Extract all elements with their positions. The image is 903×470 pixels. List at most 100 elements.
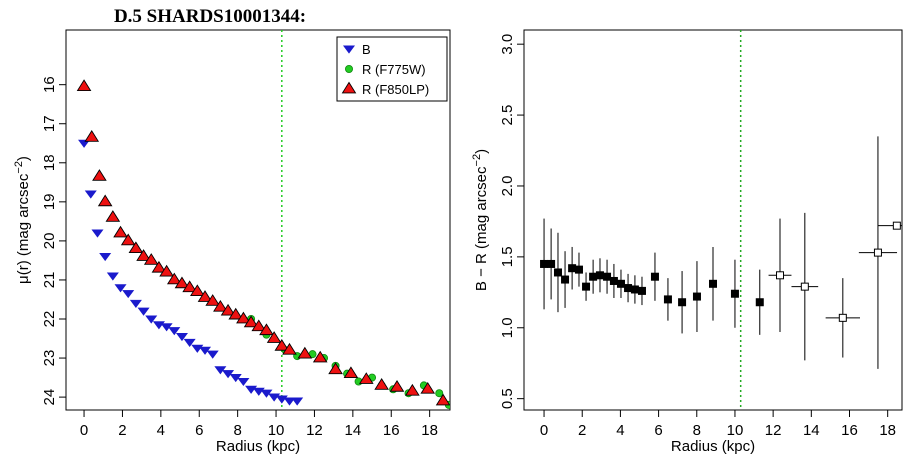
point bbox=[730, 289, 739, 298]
point bbox=[420, 381, 436, 394]
legend-label: R (F775W) bbox=[362, 62, 426, 77]
x-tick-label: 16 bbox=[383, 422, 400, 439]
point bbox=[297, 346, 313, 359]
x-tick-label: 6 bbox=[195, 422, 203, 439]
point bbox=[574, 265, 583, 274]
point bbox=[328, 362, 343, 375]
point bbox=[120, 233, 136, 246]
y-axis-label-sup: −2 bbox=[471, 154, 483, 167]
point bbox=[190, 284, 205, 297]
y-axis-label: μ(r) (mag arcsec−2) bbox=[13, 156, 32, 284]
y-axis-label-end: ) bbox=[473, 149, 490, 154]
x-axis-label: Radius (kpc) bbox=[216, 438, 300, 455]
point bbox=[603, 272, 612, 281]
y-tick-label: 23 bbox=[41, 350, 58, 367]
plot-frame bbox=[65, 29, 451, 411]
point bbox=[183, 338, 196, 348]
point bbox=[266, 331, 282, 343]
y-tick-label: 1.5 bbox=[499, 246, 516, 267]
point bbox=[291, 397, 304, 406]
point bbox=[145, 315, 158, 324]
point bbox=[800, 282, 809, 291]
y-tick-label: 16 bbox=[41, 76, 58, 93]
x-tick-label: 2 bbox=[118, 422, 126, 439]
point bbox=[282, 342, 297, 355]
point bbox=[175, 333, 188, 342]
legend-label: R (F850LP) bbox=[362, 82, 429, 97]
point bbox=[582, 282, 591, 291]
y-axis-label-end: ) bbox=[15, 156, 32, 161]
point bbox=[274, 338, 290, 351]
point bbox=[197, 290, 213, 302]
point bbox=[78, 139, 91, 148]
point bbox=[84, 130, 100, 142]
point bbox=[892, 221, 901, 230]
point bbox=[616, 279, 625, 288]
point bbox=[213, 299, 228, 312]
point bbox=[105, 210, 121, 222]
y-tick-label: 22 bbox=[41, 311, 58, 328]
x-tick-label: 10 bbox=[727, 422, 744, 439]
y-tick-label: 0.5 bbox=[499, 388, 516, 409]
plot-area bbox=[540, 30, 902, 410]
point bbox=[435, 393, 450, 406]
point bbox=[168, 327, 181, 336]
point bbox=[561, 275, 570, 284]
point bbox=[755, 298, 764, 307]
point bbox=[678, 298, 687, 307]
point bbox=[143, 253, 159, 265]
point bbox=[568, 264, 577, 273]
point bbox=[259, 323, 274, 336]
x-tick-label: 8 bbox=[693, 422, 701, 439]
chart-title: D.5 SHARDS10001344: bbox=[114, 6, 306, 27]
point bbox=[122, 290, 135, 299]
point bbox=[243, 315, 259, 328]
legend-marker bbox=[342, 45, 356, 54]
x-tick-label: 6 bbox=[654, 422, 662, 439]
y-axis-label-text: B − R (mag arcsec bbox=[473, 166, 490, 291]
point bbox=[84, 190, 97, 199]
point bbox=[136, 249, 151, 261]
plot-area bbox=[76, 30, 450, 410]
legend-marker bbox=[344, 65, 353, 74]
x-tick-label: 8 bbox=[233, 422, 241, 439]
legend-box bbox=[336, 36, 448, 102]
x-tick-label: 18 bbox=[421, 422, 438, 439]
x-tick-label: 14 bbox=[345, 422, 362, 439]
y-tick-label: 2.5 bbox=[499, 105, 516, 126]
point bbox=[174, 276, 190, 289]
point bbox=[405, 383, 420, 396]
point bbox=[595, 271, 604, 280]
point bbox=[312, 350, 328, 363]
y-tick-label: 3.0 bbox=[499, 34, 516, 55]
point bbox=[389, 379, 405, 392]
x-tick-label: 10 bbox=[268, 422, 285, 439]
point bbox=[159, 264, 174, 277]
point bbox=[206, 350, 219, 359]
point bbox=[182, 280, 197, 293]
point bbox=[838, 313, 847, 322]
point bbox=[99, 252, 112, 262]
point bbox=[358, 372, 374, 384]
point bbox=[76, 79, 92, 91]
point bbox=[220, 303, 236, 316]
point bbox=[151, 260, 167, 273]
point bbox=[776, 271, 785, 280]
x-tick-label: 12 bbox=[765, 422, 782, 439]
point bbox=[91, 229, 104, 238]
point bbox=[547, 259, 556, 268]
point bbox=[236, 311, 251, 324]
x-tick-label: 14 bbox=[803, 422, 820, 439]
x-tick-label: 0 bbox=[540, 422, 548, 439]
point bbox=[114, 284, 127, 293]
point bbox=[205, 294, 220, 306]
point bbox=[435, 389, 444, 398]
y-tick-label: 18 bbox=[41, 154, 58, 171]
y-axis-label-text: μ(r) (mag arcsec bbox=[15, 173, 32, 284]
point bbox=[97, 194, 113, 207]
point bbox=[92, 169, 107, 181]
x-tick-label: 2 bbox=[578, 422, 586, 439]
y-tick-label: 20 bbox=[41, 233, 58, 250]
x-tick-label: 12 bbox=[306, 422, 323, 439]
